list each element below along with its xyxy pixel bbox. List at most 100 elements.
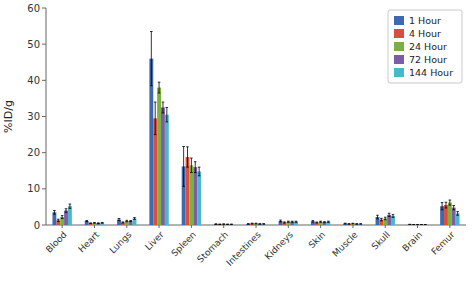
legend-label: 1 Hour (409, 15, 441, 26)
bar (193, 167, 197, 225)
error-bar (89, 222, 92, 224)
error-bar (129, 220, 132, 221)
x-tick (94, 225, 95, 228)
x-tick-label: Liver (143, 229, 166, 252)
bar (161, 107, 165, 225)
bar (230, 224, 234, 225)
error-bar (93, 222, 96, 224)
bar (408, 224, 412, 225)
x-tick (385, 225, 386, 228)
legend-label: 144 Hour (409, 67, 453, 78)
error-bar (315, 222, 318, 224)
bar (323, 222, 327, 225)
error-bar (215, 223, 218, 225)
x-tick (449, 225, 450, 228)
error-bar (125, 220, 128, 221)
error-bar (65, 209, 68, 213)
chart: 0102030405060%ID/gBloodHeartLungsLiverSp… (0, 0, 474, 283)
bar (448, 203, 452, 225)
error-bar (190, 158, 193, 172)
x-tick-label: Femur (429, 229, 456, 256)
bar (189, 165, 193, 225)
y-tick-label: 0 (34, 220, 40, 231)
bar (60, 217, 64, 225)
error-bar (359, 223, 362, 225)
error-bar (219, 224, 222, 225)
bar (282, 222, 286, 225)
error-bar (182, 147, 185, 187)
bar (52, 212, 56, 225)
x-tick (417, 225, 418, 228)
bar (68, 206, 72, 225)
bar (197, 171, 201, 225)
bar (56, 220, 60, 225)
x-tick (159, 225, 160, 228)
bar (64, 211, 68, 225)
legend-swatch (394, 29, 404, 38)
legend-label: 4 Hour (409, 28, 441, 39)
error-bar (344, 223, 347, 225)
bar (355, 224, 359, 225)
bar (121, 222, 125, 225)
error-bar (154, 102, 157, 135)
error-bar (283, 222, 286, 223)
x-tick (223, 225, 224, 228)
error-bar (158, 82, 161, 93)
legend-swatch (394, 68, 404, 77)
error-bar (222, 223, 225, 225)
x-tick (352, 225, 353, 228)
bar (117, 220, 121, 225)
bar (416, 224, 420, 225)
error-bar (69, 204, 72, 208)
bar (326, 222, 330, 225)
error-bar (295, 221, 298, 222)
error-bar (150, 32, 153, 86)
error-bar (319, 221, 322, 222)
legend: 1 Hour4 Hour24 Hour72 Hour144 Hour (388, 10, 462, 83)
x-tick-label: Brain (400, 230, 424, 254)
error-bar (101, 222, 104, 224)
y-tick-label: 30 (27, 111, 40, 122)
error-bar (327, 221, 330, 222)
error-bar (61, 216, 64, 219)
legend-swatch (394, 55, 404, 64)
y-tick (42, 44, 46, 45)
error-bar (162, 102, 165, 113)
bar (222, 224, 226, 225)
y-tick-label: 60 (27, 3, 40, 14)
bar (294, 222, 298, 225)
error-bar (279, 220, 282, 222)
bar (218, 224, 222, 225)
y-tick-label: 40 (27, 75, 40, 86)
x-tick (126, 225, 127, 228)
error-bar (384, 217, 387, 220)
error-bar (323, 221, 326, 223)
error-bar (230, 224, 233, 225)
bar (412, 224, 416, 225)
error-bar (452, 205, 455, 209)
bar (359, 224, 363, 225)
error-bar (255, 223, 258, 225)
y-tick (42, 8, 46, 9)
x-tick-label: Skin (307, 230, 328, 251)
bar (246, 224, 250, 225)
x-tick-label: Skull (370, 230, 392, 252)
error-bar (53, 211, 56, 215)
error-bar (291, 221, 294, 222)
bar (258, 224, 262, 225)
error-bar (348, 223, 351, 225)
bar (157, 88, 161, 225)
bar (133, 218, 137, 225)
x-tick-label: Kidneys (263, 229, 295, 261)
error-bar (412, 224, 415, 225)
legend-swatch (394, 42, 404, 51)
bar (347, 224, 351, 225)
bar (125, 221, 129, 225)
error-bar (352, 223, 355, 225)
bar (279, 221, 283, 225)
bar (186, 157, 190, 225)
error-bar (441, 203, 444, 210)
error-bar (247, 223, 250, 225)
y-tick-label: 10 (27, 183, 40, 194)
error-bar (287, 221, 290, 222)
